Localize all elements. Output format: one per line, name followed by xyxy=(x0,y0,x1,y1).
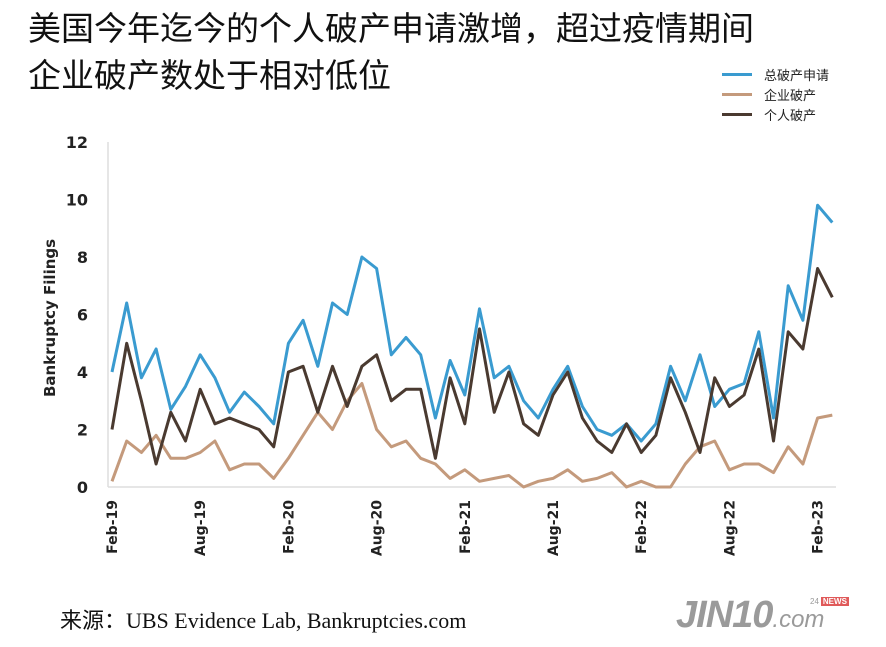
legend-label-total: 总破产申请 xyxy=(764,68,830,84)
x-tick-label: Feb-21 xyxy=(458,500,474,554)
y-tick-label: 10 xyxy=(66,191,88,210)
logo-badge-text: NEWS xyxy=(820,597,849,606)
jin10-logo: JIN10.com 24 NEWS xyxy=(676,594,849,637)
legend-item-total: 总破产申请 xyxy=(722,64,829,84)
logo-suffix: .com xyxy=(772,606,825,633)
legend-swatch-personal xyxy=(722,112,752,116)
x-tick-label: Feb-22 xyxy=(634,500,650,554)
legend-swatch-corporate xyxy=(722,92,752,96)
logo-badge: 24 NEWS xyxy=(810,597,849,606)
series-line-corporate xyxy=(110,382,833,489)
legend-item-personal: 个人破产 xyxy=(722,104,829,124)
x-tick-label: Feb-23 xyxy=(811,500,827,554)
legend-label-personal: 个人破产 xyxy=(764,108,817,124)
series-line-total xyxy=(110,203,834,443)
y-tick-label: 0 xyxy=(77,478,88,497)
x-tick-label: Feb-19 xyxy=(105,500,121,554)
y-tick-label: 12 xyxy=(66,133,88,152)
legend-item-corporate: 企业破产 xyxy=(722,84,829,104)
y-axis-label: Bankruptcy Filings xyxy=(41,239,59,397)
source-note: 来源：UBS Evidence Lab, Bankruptcies.com xyxy=(60,608,467,633)
x-tick-label: Aug-22 xyxy=(722,500,738,556)
x-tick-label: Aug-21 xyxy=(546,500,562,556)
series-line-personal xyxy=(110,267,834,466)
chart-title-line-2: 企业破产数处于相对低位 xyxy=(28,56,391,95)
y-tick-label: 4 xyxy=(77,363,88,382)
x-tick-label: Aug-20 xyxy=(370,500,386,556)
y-tick-label: 2 xyxy=(77,421,88,440)
x-tick-label: Aug-19 xyxy=(193,500,209,556)
y-tick-label: 6 xyxy=(77,306,88,325)
x-tick-label: Feb-20 xyxy=(281,500,297,554)
chart-title-line-1: 美国今年迄今的个人破产申请激增，超过疫情期间 xyxy=(28,9,754,48)
logo-badge-num: 24 xyxy=(810,597,819,606)
legend-swatch-total xyxy=(722,72,752,76)
y-tick-label: 8 xyxy=(77,248,88,267)
logo-main: JIN10 xyxy=(676,594,773,636)
legend: 总破产申请 企业破产 个人破产 xyxy=(722,64,829,124)
legend-label-corporate: 企业破产 xyxy=(764,88,817,104)
